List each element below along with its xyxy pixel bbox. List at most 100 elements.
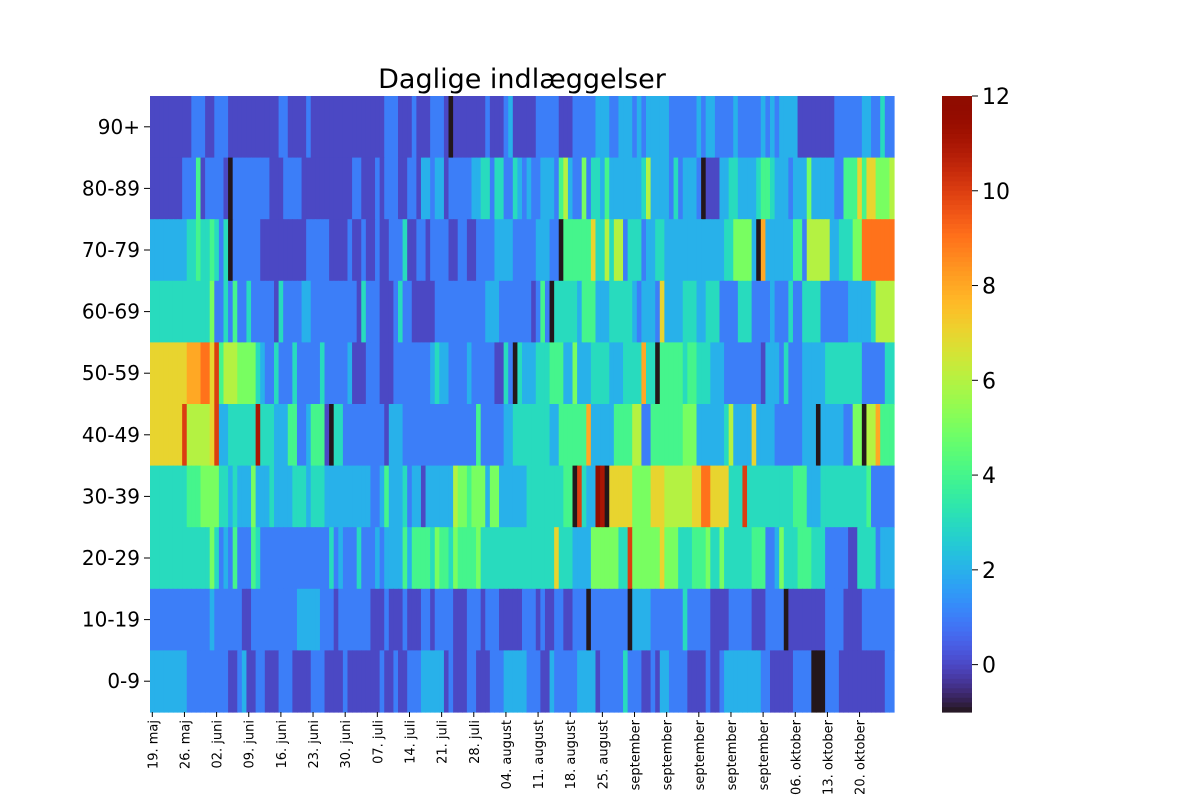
heatmap-cell: [577, 280, 583, 343]
heatmap-cell: [333, 157, 339, 220]
heatmap-cell: [466, 527, 473, 590]
heatmap-cell: [797, 588, 803, 651]
heatmap-cell: [283, 157, 289, 220]
heatmap-cell: [232, 588, 238, 651]
heatmap-cell: [558, 465, 564, 528]
heatmap-cell: [554, 588, 560, 651]
heatmap-cell: [347, 280, 353, 343]
heatmap-cell: [733, 588, 739, 651]
heatmap-cell: [191, 650, 197, 713]
heatmap-cell: [636, 219, 642, 282]
heatmap-cell: [788, 280, 794, 343]
heatmap-cell: [710, 465, 716, 528]
heatmap-cell: [829, 219, 835, 282]
heatmap-cell: [558, 280, 564, 343]
heatmap-cell: [696, 280, 702, 343]
heatmap-cell: [655, 342, 661, 405]
heatmap-cell: [792, 465, 799, 528]
colorbar-segment: [942, 247, 972, 253]
heatmap-cell: [232, 157, 238, 220]
heatmap-cell: [425, 342, 431, 405]
heatmap-cell: [577, 219, 583, 282]
heatmap-cell: [476, 280, 482, 343]
heatmap-cell: [283, 96, 289, 159]
heatmap-cell: [572, 157, 578, 220]
heatmap-cell: [710, 527, 716, 590]
x-axis: 19. maj 26. maj 02. juni 09. juni 16. juni 23…: [146, 712, 869, 795]
heatmap-cell: [292, 588, 298, 651]
heatmap-cell: [237, 588, 243, 651]
heatmap-cell: [618, 465, 624, 528]
colorbar-segment: [942, 645, 972, 651]
heatmap-cell: [306, 650, 312, 713]
heatmap-cell: [659, 527, 665, 590]
heatmap-cell: [577, 465, 583, 528]
colorbar-segment: [942, 167, 972, 173]
heatmap-cell: [742, 342, 748, 405]
heatmap-cell: [884, 588, 890, 651]
heatmap-cell: [889, 588, 895, 651]
heatmap-cell: [880, 588, 886, 651]
heatmap-cell: [439, 465, 445, 528]
heatmap-cell: [636, 157, 642, 220]
heatmap-cell: [834, 588, 840, 651]
heatmap-cell: [310, 588, 316, 651]
heatmap-cell: [434, 96, 440, 159]
heatmap-cell: [664, 650, 670, 713]
heatmap-cell: [600, 465, 606, 528]
heatmap-cell: [623, 650, 629, 713]
heatmap-cell: [517, 588, 523, 651]
colorbar-segment: [942, 276, 972, 282]
heatmap-cell: [733, 219, 739, 282]
heatmap-cell: [361, 96, 367, 159]
heatmap-cell: [797, 342, 803, 405]
heatmap-cell: [361, 465, 367, 528]
heatmap-cell: [880, 527, 886, 590]
heatmap-cell: [471, 404, 477, 467]
heatmap-cell: [310, 527, 316, 590]
heatmap-cell: [820, 219, 826, 282]
heatmap-cell: [581, 650, 587, 713]
heatmap-cell: [664, 96, 670, 159]
heatmap-cell: [779, 157, 785, 220]
heatmap-cell: [641, 219, 647, 282]
heatmap-cell: [425, 280, 431, 343]
heatmap-cell: [747, 465, 753, 528]
heatmap-cell: [347, 342, 353, 405]
heatmap-cell: [747, 157, 753, 220]
heatmap-cell: [264, 96, 270, 159]
heatmap-cell: [714, 96, 721, 159]
heatmap-cell: [448, 650, 454, 713]
heatmap-cell: [544, 157, 551, 220]
heatmap-cell: [393, 157, 399, 220]
heatmap-cell: [315, 96, 321, 159]
colorbar-segment: [942, 697, 972, 704]
heatmap-cell: [655, 219, 661, 282]
heatmap-cell: [655, 280, 661, 343]
heatmap-cell: [811, 342, 817, 405]
heatmap-cell: [182, 96, 188, 159]
heatmap-cell: [581, 404, 587, 467]
heatmap-cell: [195, 219, 202, 282]
heatmap-cell: [788, 96, 794, 159]
heatmap-cell: [733, 96, 739, 159]
heatmap-cell: [223, 527, 229, 590]
heatmap-cell: [590, 342, 597, 405]
heatmap-cell: [737, 588, 744, 651]
heatmap-cell: [517, 650, 523, 713]
heatmap-cell: [756, 527, 762, 590]
colorbar-segment: [942, 242, 972, 249]
heatmap-cell: [352, 157, 358, 220]
heatmap-cell: [375, 96, 381, 159]
heatmap-cell: [857, 527, 863, 590]
heatmap-cell: [783, 157, 789, 220]
heatmap-cell: [462, 588, 468, 651]
heatmap-cell: [590, 650, 597, 713]
heatmap-cell: [512, 650, 518, 713]
heatmap-cell: [393, 465, 399, 528]
heatmap-cell: [577, 588, 583, 651]
heatmap-cell: [205, 219, 211, 282]
heatmap-cell: [439, 650, 445, 713]
heatmap-cell: [627, 219, 633, 282]
heatmap-cell: [494, 96, 500, 159]
